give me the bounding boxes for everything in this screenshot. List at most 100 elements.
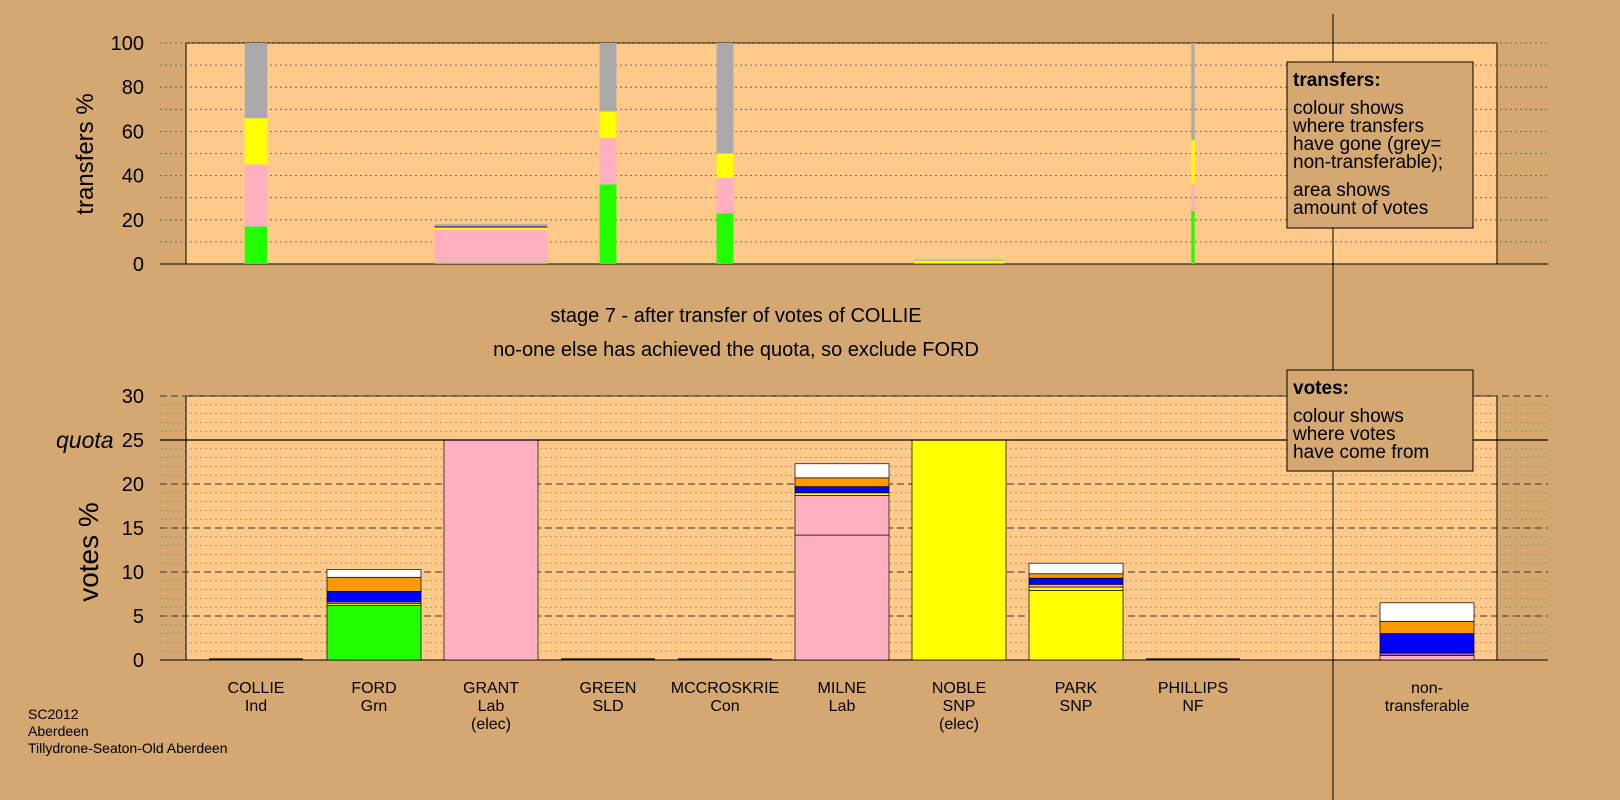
transfer-bar-segment <box>1191 140 1195 185</box>
transfer-bar-segment <box>599 184 617 264</box>
transfer-bar-segment <box>244 118 268 165</box>
x-category-label: COLLIE <box>228 680 285 697</box>
vote-bar-segment <box>326 591 422 603</box>
vote-bar-segment <box>794 477 890 487</box>
transfers-legend-title: transfers: <box>1293 70 1381 91</box>
x-category-label: non- <box>1411 680 1443 697</box>
x-category-label: Ind <box>245 698 267 715</box>
x-category-label: NOBLE <box>932 680 986 697</box>
transfer-bar-segment <box>716 153 734 178</box>
x-category-label: (elec) <box>939 716 979 733</box>
vote-bar-segment <box>1028 586 1124 591</box>
transfer-bar-segment <box>244 164 268 227</box>
transfers-legend-line: where transfers <box>1292 116 1424 137</box>
votes-legend-line: colour shows <box>1293 406 1404 427</box>
vote-bar-segment <box>326 605 422 661</box>
x-category-label: transferable <box>1385 698 1470 715</box>
vote-bar-segment <box>794 463 890 479</box>
vote-bar-segment <box>794 495 890 536</box>
stage-note: no-one else has achieved the quota, so e… <box>493 339 979 361</box>
x-category-label: MCCROSKRIE <box>671 680 779 697</box>
x-category-label: (elec) <box>471 716 511 733</box>
transfers-y-tick-label: 40 <box>122 166 144 188</box>
quota-label: quota <box>56 427 114 453</box>
transfer-bar-segment <box>716 43 734 154</box>
vote-bar-segment <box>911 439 1007 661</box>
vote-bar-segment <box>326 576 422 592</box>
transfers-legend-line: colour shows <box>1293 98 1404 119</box>
transfer-bar-segment <box>913 260 1005 263</box>
transfer-bar-segment <box>716 177 734 214</box>
x-category-label: SNP <box>943 698 976 715</box>
transfer-bar-segment <box>1191 210 1195 264</box>
votes-y-axis-label: votes % <box>73 502 104 602</box>
x-category-label: MILNE <box>818 680 867 697</box>
vote-bar-segment <box>1028 583 1124 588</box>
transfer-bar-segment <box>434 224 548 226</box>
votes-y-tick-label: 0 <box>133 650 144 672</box>
transfers-y-tick-label: 60 <box>122 121 144 143</box>
x-category-label: Lab <box>829 698 856 715</box>
x-category-label: GRANT <box>463 680 519 697</box>
vote-bar-segment <box>1028 577 1124 585</box>
vote-bar-segment <box>1379 602 1475 622</box>
footer-line: Aberdeen <box>28 723 89 739</box>
transfers-legend-line: non-transferable); <box>1293 152 1443 173</box>
votes-legend: votes: colour shows where votes have com… <box>1286 369 1474 472</box>
vote-bar-segment <box>443 439 539 661</box>
vote-bar-segment <box>326 569 422 578</box>
transfer-bar-segment <box>913 259 1005 261</box>
vote-bar-segment <box>794 492 890 496</box>
transfer-bar-segment <box>244 43 268 119</box>
x-category-label: SLD <box>592 698 623 715</box>
transfers-y-tick-label: 20 <box>122 210 144 232</box>
transfer-bar-segment <box>434 226 548 228</box>
x-category-label: Grn <box>361 698 388 715</box>
vote-bar-segment <box>1028 590 1124 661</box>
transfer-bar-segment <box>434 227 548 230</box>
votes-y-tick-label: 5 <box>133 606 144 628</box>
transfers-legend: transfers: colour shows where transfers … <box>1286 61 1474 229</box>
transfer-bar-segment <box>716 213 734 264</box>
transfer-bar-segment <box>434 229 548 263</box>
x-category-label: SNP <box>1060 698 1093 715</box>
vote-bar-segment <box>1028 562 1124 575</box>
vote-bar-segment <box>1379 633 1475 654</box>
vote-bar-segment <box>794 534 890 661</box>
transfer-bar-segment <box>599 111 617 139</box>
vote-bar-segment <box>1028 573 1124 579</box>
x-category-label: GREEN <box>580 680 637 697</box>
transfer-bar-segment <box>599 138 617 185</box>
footer-line: Tillydrone-Seaton-Old Aberdeen <box>28 740 228 756</box>
transfers-legend-line: area shows <box>1293 180 1390 201</box>
transfers-chart: 0 20 40 60 80 100 transfers % <box>72 33 1548 276</box>
votes-y-tick-label: 30 <box>122 386 144 408</box>
transfer-bar-segment <box>434 225 548 227</box>
transfer-bar-segment <box>434 262 548 264</box>
vote-bar-segment <box>1379 620 1475 634</box>
x-category-label: PARK <box>1055 680 1098 697</box>
votes-y-tick-label: 10 <box>122 562 144 584</box>
transfer-bar-segment <box>1191 184 1195 211</box>
votes-y-tick-label: 15 <box>122 518 144 540</box>
votes-legend-title: votes: <box>1293 378 1349 399</box>
vote-bar-segment <box>1379 655 1475 661</box>
transfers-y-axis-label: transfers % <box>72 93 99 214</box>
transfer-bar-segment <box>1191 43 1195 141</box>
votes-legend-line: where votes <box>1292 424 1395 445</box>
votes-legend-line: have come from <box>1293 442 1429 463</box>
transfer-bar-segment <box>913 262 1005 264</box>
transfers-y-tick-label: 100 <box>111 33 144 55</box>
x-category-label: Con <box>710 698 739 715</box>
x-category-label: Lab <box>478 698 505 715</box>
transfers-legend-line: have gone (grey= <box>1293 134 1441 155</box>
vote-bar-segment <box>794 486 890 494</box>
transfer-bar-segment <box>244 226 268 264</box>
stage-title: stage 7 - after transfer of votes of COL… <box>550 305 921 327</box>
transfers-legend-line: amount of votes <box>1293 198 1428 219</box>
votes-y-tick-label: 25 <box>122 430 144 452</box>
votes-y-tick-label: 20 <box>122 474 144 496</box>
